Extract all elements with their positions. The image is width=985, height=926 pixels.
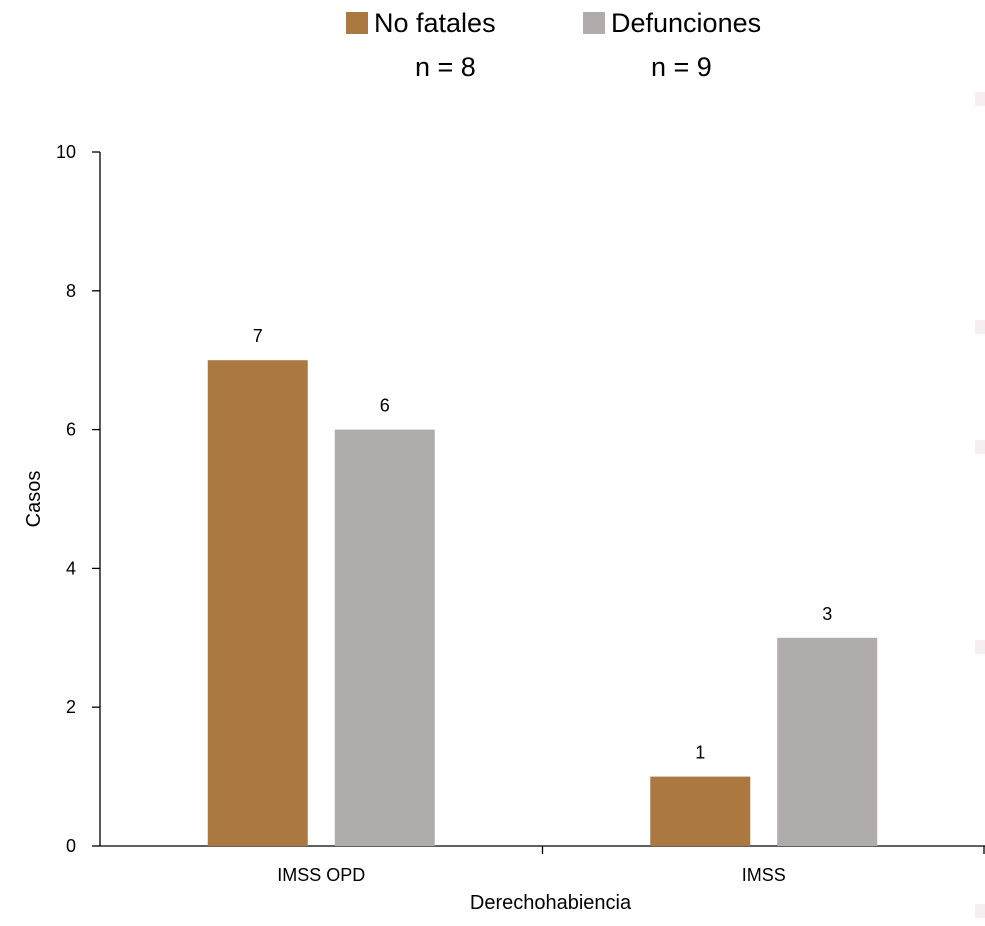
bar-no-fatales bbox=[650, 776, 751, 846]
data-label: 7 bbox=[253, 326, 263, 346]
legend: No fatales n = 8 Defunciones n = 9 bbox=[0, 6, 985, 86]
y-axis-title: Casos bbox=[23, 471, 45, 528]
y-tick-label: 2 bbox=[66, 697, 76, 717]
y-tick-label: 0 bbox=[66, 836, 76, 856]
legend-label-defunciones: Defunciones bbox=[611, 8, 762, 38]
y-tick-label: 4 bbox=[66, 558, 76, 578]
edge-mark bbox=[975, 320, 985, 334]
legend-swatch-no-fatales bbox=[346, 12, 368, 34]
bar-defunciones bbox=[777, 637, 878, 846]
edge-mark bbox=[975, 904, 985, 918]
legend-n-defunciones: n = 9 bbox=[651, 52, 712, 82]
bar-no-fatales bbox=[207, 360, 308, 846]
x-tick-label: IMSS bbox=[742, 865, 786, 885]
legend-item-defunciones: Defunciones bbox=[583, 6, 761, 40]
data-label: 3 bbox=[822, 604, 832, 624]
edge-mark bbox=[975, 92, 985, 106]
edge-mark bbox=[975, 440, 985, 454]
data-label: 1 bbox=[695, 743, 705, 763]
legend-label-no-fatales: No fatales bbox=[374, 8, 496, 38]
edge-mark bbox=[975, 640, 985, 654]
y-tick-label: 8 bbox=[66, 281, 76, 301]
y-tick-label: 10 bbox=[56, 142, 76, 162]
x-axis-title: Derechohabiencia bbox=[470, 892, 632, 914]
y-tick-label: 6 bbox=[66, 420, 76, 440]
legend-n-no-fatales: n = 8 bbox=[415, 52, 476, 82]
legend-swatch-defunciones bbox=[583, 12, 605, 34]
legend-item-no-fatales: No fatales bbox=[346, 6, 496, 40]
data-label: 6 bbox=[380, 396, 390, 416]
bar-defunciones bbox=[334, 429, 435, 846]
x-tick-label: IMSS OPD bbox=[277, 865, 365, 885]
